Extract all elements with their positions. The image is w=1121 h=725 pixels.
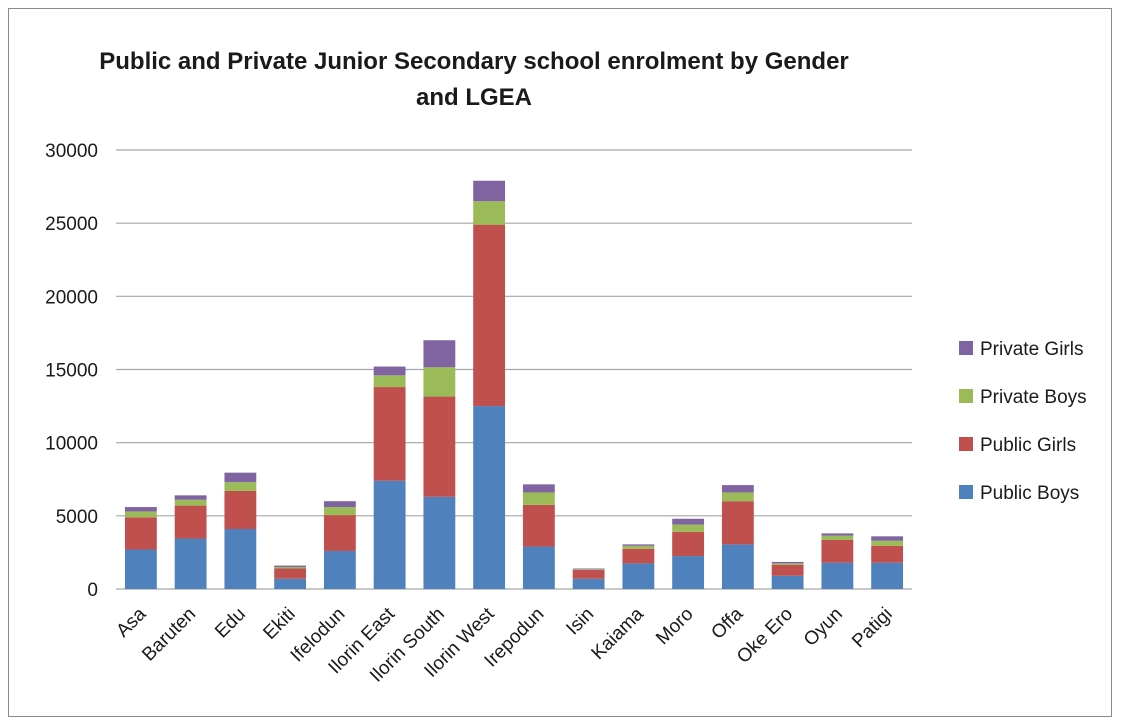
bar-segment bbox=[721, 485, 754, 493]
bar-segment bbox=[274, 578, 307, 589]
bar-segment bbox=[224, 482, 257, 491]
bar-segment bbox=[423, 340, 456, 368]
bar-segment bbox=[423, 496, 456, 589]
bar-segment bbox=[174, 505, 207, 539]
y-tick-label: 15000 bbox=[45, 361, 98, 382]
bar-segment bbox=[522, 492, 555, 505]
bar-segment bbox=[672, 518, 705, 525]
y-tick-label: 20000 bbox=[45, 287, 98, 308]
y-tick-label: 25000 bbox=[45, 214, 98, 235]
bar-segment bbox=[473, 201, 506, 225]
bar-segment bbox=[124, 511, 157, 518]
legend-swatch bbox=[959, 341, 973, 355]
bar-segment bbox=[124, 517, 157, 550]
bar-segment bbox=[771, 564, 804, 576]
bar-segment bbox=[821, 539, 854, 563]
y-axis-ticks: 0 5000 10000 15000 20000 25000 30000 bbox=[45, 141, 98, 601]
chart-frame: Public and Private Junior Secondary scho… bbox=[8, 8, 1112, 717]
bar-segment bbox=[522, 484, 555, 493]
bar-segment bbox=[871, 562, 904, 589]
bar-segment bbox=[323, 501, 356, 508]
legend-swatch bbox=[959, 437, 973, 451]
bar-segment bbox=[622, 548, 655, 564]
bar-segment bbox=[871, 540, 904, 546]
bar-segment bbox=[572, 578, 605, 589]
bar-segment bbox=[821, 562, 854, 589]
bar-segment bbox=[622, 563, 655, 589]
bar-segment bbox=[124, 507, 157, 512]
x-tick-label: Edu bbox=[211, 604, 250, 643]
x-tick-label: Patigi bbox=[848, 604, 896, 652]
x-tick-label: Isin bbox=[562, 604, 598, 640]
x-tick-label: Baruten bbox=[138, 604, 200, 666]
bar-segment bbox=[572, 569, 605, 570]
bar-segment bbox=[224, 529, 257, 589]
bar-segment bbox=[572, 568, 605, 570]
bar-segment bbox=[522, 504, 555, 547]
chart-title-line-1: Public and Private Junior Secondary scho… bbox=[99, 48, 849, 75]
bar-segment bbox=[771, 575, 804, 589]
bar-segment bbox=[373, 387, 406, 481]
y-tick-label: 10000 bbox=[45, 434, 98, 455]
bar-segment bbox=[771, 563, 804, 565]
bar-segment bbox=[473, 406, 506, 589]
bar-segment bbox=[672, 556, 705, 589]
bar-segment bbox=[871, 545, 904, 563]
bar-segment bbox=[622, 545, 655, 549]
bar-segment bbox=[174, 538, 207, 589]
x-tick-label: Offa bbox=[707, 603, 747, 643]
legend-swatch bbox=[959, 485, 973, 499]
bars bbox=[124, 180, 904, 589]
y-tick-label: 30000 bbox=[45, 141, 98, 162]
bar-segment bbox=[174, 495, 207, 500]
bar-segment bbox=[373, 480, 406, 589]
bar-segment bbox=[274, 568, 307, 579]
legend: Private Girls Private Boys Public Girls Pub… bbox=[959, 339, 1087, 504]
bar-segment bbox=[721, 501, 754, 545]
bar-segment bbox=[871, 536, 904, 541]
bar-segment bbox=[323, 550, 356, 589]
bar-segment bbox=[373, 366, 406, 376]
bar-segment bbox=[721, 544, 754, 589]
bar-segment bbox=[423, 396, 456, 497]
x-tick-label: Oke Ero bbox=[733, 604, 797, 668]
bar-segment bbox=[274, 565, 307, 568]
bar-segment bbox=[473, 180, 506, 202]
bar-segment bbox=[323, 507, 356, 516]
bar-segment bbox=[124, 549, 157, 589]
bar-segment bbox=[572, 569, 605, 579]
legend-swatch bbox=[959, 389, 973, 403]
bar-segment bbox=[473, 224, 506, 407]
bar-segment bbox=[821, 533, 854, 536]
chart-svg: Public and Private Junior Secondary scho… bbox=[45, 48, 1087, 687]
legend-label: Public Girls bbox=[980, 435, 1076, 456]
x-tick-label: Kaiama bbox=[588, 603, 649, 664]
bar-segment bbox=[771, 561, 804, 564]
bar-segment bbox=[672, 531, 705, 557]
bar-segment bbox=[174, 499, 207, 506]
y-tick-label: 0 bbox=[87, 580, 98, 601]
bar-segment bbox=[373, 375, 406, 388]
chart-title-line-2: and LGEA bbox=[416, 84, 532, 111]
bar-segment bbox=[423, 367, 456, 397]
bar-segment bbox=[821, 535, 854, 540]
x-tick-label: Asa bbox=[112, 603, 150, 641]
bar-segment bbox=[323, 515, 356, 551]
bar-segment bbox=[721, 492, 754, 502]
legend-label: Public Boys bbox=[980, 483, 1079, 504]
bar-segment bbox=[622, 544, 655, 546]
bar-segment bbox=[672, 524, 705, 532]
legend-label: Private Boys bbox=[980, 387, 1087, 408]
x-tick-label: Ekiti bbox=[259, 604, 299, 644]
bar-segment bbox=[522, 546, 555, 589]
bar-segment bbox=[224, 472, 257, 483]
x-tick-label: Oyun bbox=[800, 604, 847, 651]
bar-segment bbox=[224, 490, 257, 530]
bar-segment bbox=[274, 567, 307, 569]
y-tick-label: 5000 bbox=[56, 507, 98, 528]
x-tick-label: Moro bbox=[652, 604, 697, 649]
legend-label: Private Girls bbox=[980, 339, 1083, 360]
